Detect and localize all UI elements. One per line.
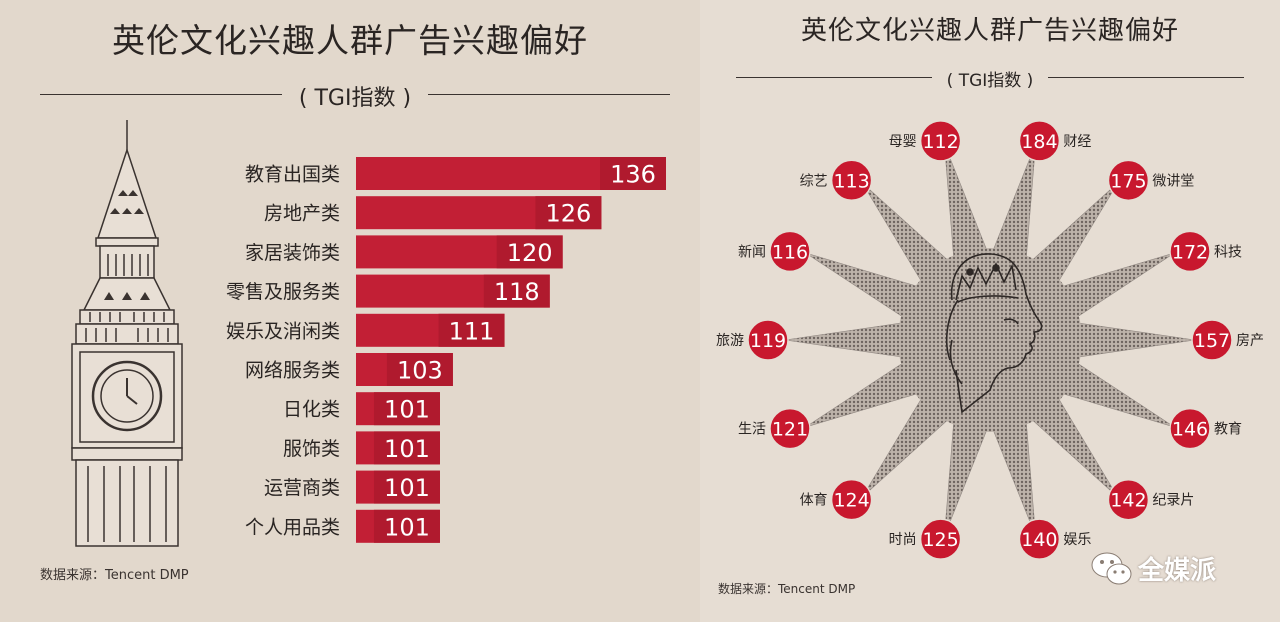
star-value-label: 124	[833, 490, 869, 512]
star-value-label: 184	[1021, 131, 1057, 153]
star-value-label: 121	[772, 419, 808, 441]
star-value-label: 112	[922, 131, 958, 153]
big-ben-illustration	[71, 120, 183, 547]
bar-value-block	[535, 196, 602, 230]
bar-category-label: 零售及服务类	[226, 281, 340, 303]
star-category-label: 体育	[800, 493, 828, 509]
star-rays	[784, 143, 1196, 537]
bar-value-label: 136	[610, 161, 656, 189]
star-value-label: 119	[750, 330, 786, 352]
star-category-label: 房产	[1236, 333, 1264, 349]
star-category-label: 纪录片	[1152, 493, 1194, 509]
bar-value-label: 118	[494, 278, 540, 306]
star-value-label: 146	[1172, 419, 1208, 441]
bar-category-label: 房地产类	[264, 203, 340, 225]
bar-value-label: 111	[449, 317, 495, 345]
star-category-label: 母婴	[889, 134, 917, 150]
bar-value-block	[600, 157, 666, 190]
star-center	[898, 248, 1082, 432]
star-value-label: 172	[1172, 241, 1208, 263]
bar-value-block	[438, 313, 505, 347]
bar-value-label: 126	[546, 200, 592, 228]
bar-category-label: 家居装饰类	[245, 242, 340, 264]
bar-value-label: 120	[507, 239, 553, 267]
star-category-label: 生活	[738, 422, 766, 438]
star-value-circle	[1169, 407, 1211, 450]
star-value-circle	[769, 230, 811, 273]
star-value-circle	[1018, 518, 1061, 560]
star-category-label: 科技	[1214, 244, 1242, 260]
star-category-label: 微讲堂	[1152, 173, 1194, 189]
bar-value-block	[483, 274, 550, 308]
bar-category-label: 运营商类	[264, 477, 340, 499]
star-value-label: 116	[772, 241, 808, 263]
star-value-circle	[747, 319, 789, 361]
queen-silhouette-icon	[945, 253, 1043, 414]
bar-category-label: 日化类	[283, 399, 340, 421]
star-value-circle	[1191, 319, 1233, 361]
star-value-circle	[1169, 230, 1211, 273]
bar-value-block	[373, 431, 440, 465]
star-circles: 184 财经 175 微讲堂 172 科技 157 房产 146 教育 142 纪录片 140 娱乐 125…	[716, 120, 1264, 560]
bar-value-block	[386, 353, 453, 386]
left-chart-title: 英伦文化兴趣人群广告兴趣偏好	[112, 21, 588, 60]
bar-value-block	[373, 470, 440, 504]
bar-category-label: 娱乐及消闲类	[226, 320, 340, 342]
star-value-circle	[830, 159, 873, 202]
star-category-label: 综艺	[800, 173, 828, 189]
star-value-circle	[769, 407, 811, 450]
bar-category-label: 服饰类	[283, 438, 340, 460]
right-chart-subtitle: ( TGI指数 )	[946, 71, 1034, 91]
left-panel: 英伦文化兴趣人群广告兴趣偏好 ( TGI指数 )	[40, 21, 670, 583]
bar-category-label: 教育出国类	[245, 164, 340, 186]
star-category-label: 旅游	[716, 333, 744, 349]
star-chart: 184 财经 175 微讲堂 172 科技 157 房产 146 教育 142 纪录片 140 娱乐 125…	[716, 120, 1264, 560]
star-value-circle	[830, 478, 873, 521]
left-data-source: 数据来源：Tencent DMP	[40, 568, 189, 583]
left-chart-subtitle: ( TGI指数 )	[298, 86, 412, 111]
left-subtitle-rule-right	[428, 94, 670, 95]
left-subtitle-rule-left	[40, 94, 282, 95]
bar-value-block	[373, 509, 440, 543]
bar-chart: 教育出国类 136 房地产类 126 家居装饰类 120 零售及服务类 118 娱乐及消闲类 11…	[71, 120, 666, 547]
star-value-label: 125	[922, 529, 958, 551]
bar-value-label: 101	[384, 513, 430, 541]
star-value-circle	[1018, 120, 1061, 162]
bar-value-label: 101	[384, 435, 430, 463]
watermark: 全媒派	[1090, 546, 1270, 590]
star-category-label: 教育	[1214, 422, 1242, 438]
bar-category-label: 个人用品类	[245, 516, 340, 538]
right-subtitle-rule-right	[1048, 77, 1244, 78]
right-data-source: 数据来源：Tencent DMP	[718, 582, 856, 596]
star-category-label: 新闻	[738, 244, 766, 260]
wechat-icon	[1091, 552, 1132, 585]
bar-value-label: 101	[384, 396, 430, 424]
star-value-circle	[919, 518, 962, 560]
right-panel: 英伦文化兴趣人群广告兴趣偏好 ( TGI指数 ) 18	[700, 0, 1280, 622]
bar-value-block	[373, 392, 440, 426]
star-value-label: 142	[1110, 490, 1146, 512]
right-chart-title: 英伦文化兴趣人群广告兴趣偏好	[800, 16, 1179, 46]
star-category-label: 娱乐	[1063, 532, 1091, 548]
bar-value-block	[496, 235, 563, 269]
star-value-label: 157	[1194, 330, 1230, 352]
star-category-label: 财经	[1063, 134, 1091, 150]
star-value-circle	[1107, 159, 1150, 202]
right-subtitle-rule-left	[736, 77, 932, 78]
bar-category-label: 网络服务类	[245, 360, 340, 382]
star-value-circle	[1107, 478, 1150, 521]
star-value-circle	[919, 120, 962, 162]
watermark-text: 全媒派	[1138, 556, 1217, 586]
bars-group: 教育出国类 136 房地产类 126 家居装饰类 120 零售及服务类 118 娱乐及消闲类 11…	[226, 157, 666, 543]
star-category-label: 时尚	[889, 532, 917, 548]
star-value-label: 113	[833, 170, 869, 192]
bar-value-label: 101	[384, 474, 430, 502]
star-value-label: 140	[1021, 529, 1057, 551]
star-value-label: 175	[1110, 170, 1146, 192]
bar-value-label: 103	[397, 357, 443, 385]
